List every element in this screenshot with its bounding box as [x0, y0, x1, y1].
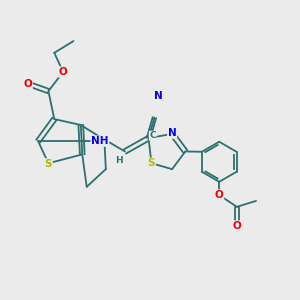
- Text: S: S: [45, 159, 52, 169]
- Text: O: O: [215, 190, 224, 200]
- Text: C: C: [149, 131, 156, 140]
- Text: NH: NH: [91, 136, 109, 146]
- Text: O: O: [59, 67, 68, 77]
- Text: S: S: [148, 158, 155, 168]
- Text: H: H: [115, 156, 122, 165]
- Text: N: N: [168, 128, 176, 138]
- Text: O: O: [232, 221, 241, 231]
- Text: N: N: [154, 91, 163, 100]
- Text: O: O: [23, 79, 32, 89]
